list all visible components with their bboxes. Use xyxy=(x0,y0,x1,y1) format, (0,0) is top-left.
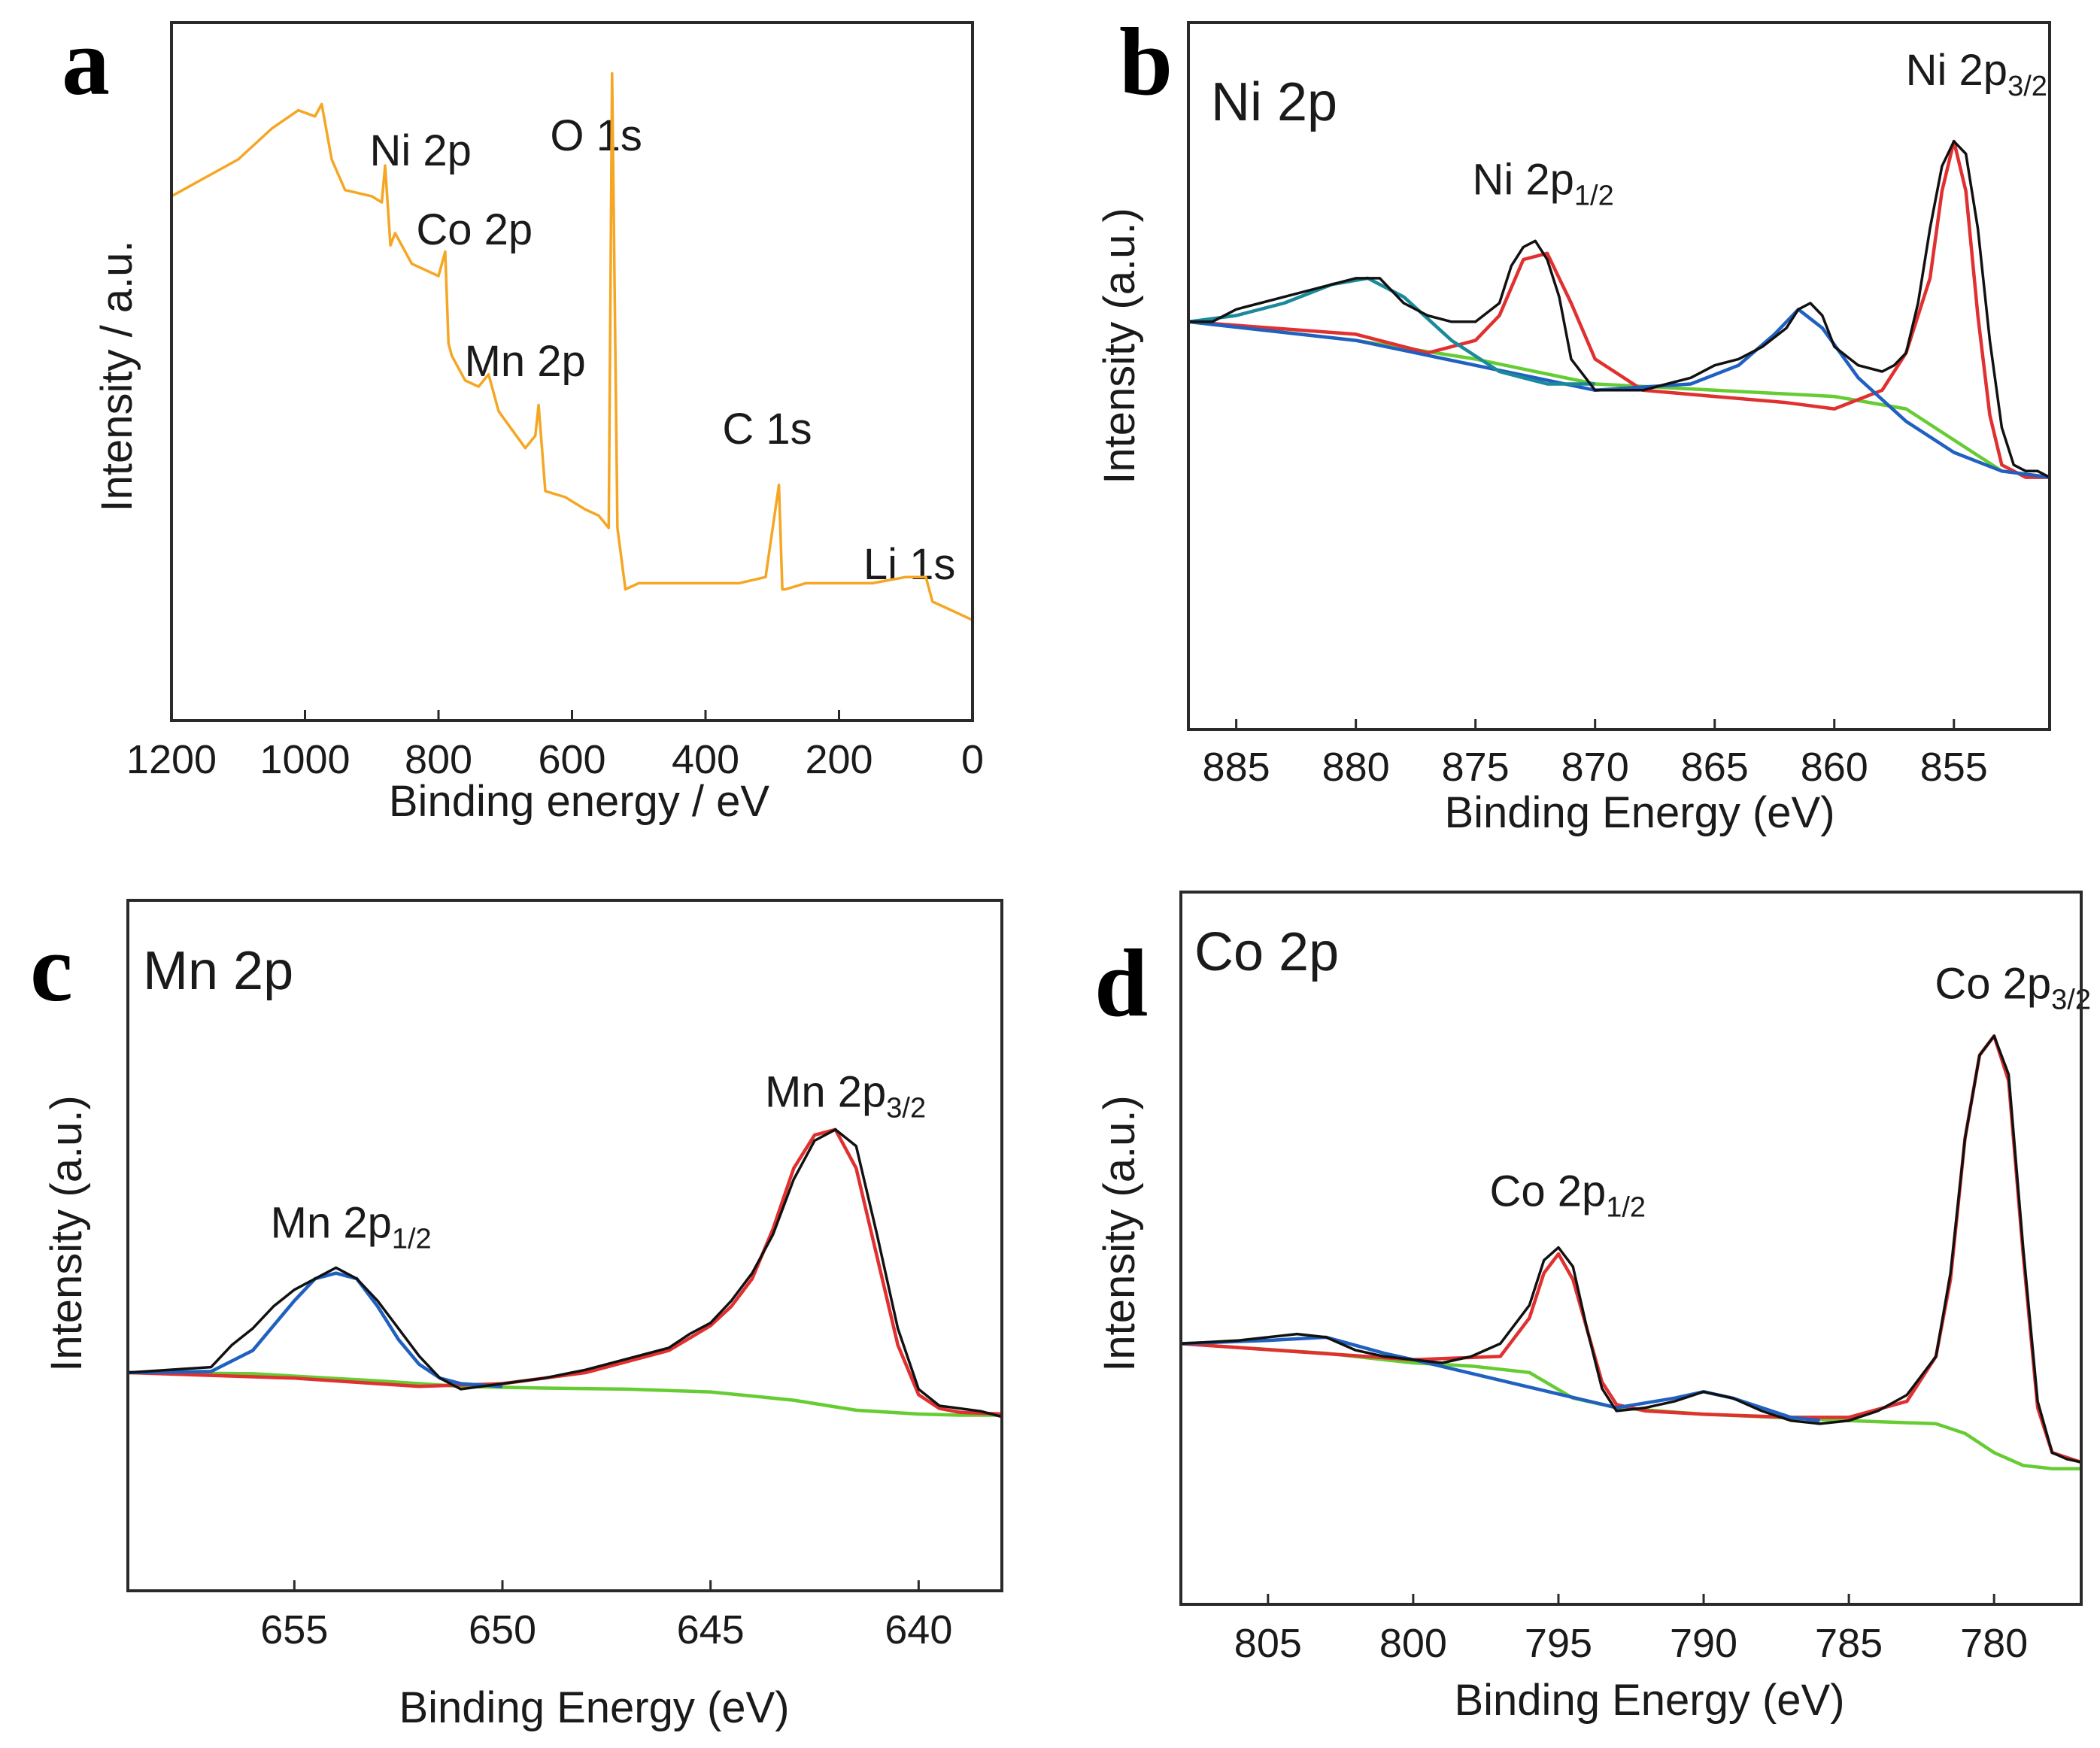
y-axis-label-d: Intensity (a.u.) xyxy=(1095,1095,1144,1371)
x-tick-label: 790 xyxy=(1670,1621,1737,1666)
peak-label: Ni 2p xyxy=(369,126,471,175)
x-tick-label: 645 xyxy=(677,1607,745,1652)
x-tick-label: 785 xyxy=(1815,1621,1883,1666)
x-axis-label-a: Binding energy / eV xyxy=(389,777,770,826)
peak-label: Mn 2p1/2 xyxy=(271,1198,432,1255)
x-tick-label: 885 xyxy=(1203,745,1270,790)
series-d xyxy=(1180,1034,2082,1470)
x-tick-label: 1200 xyxy=(126,737,217,782)
peak-label: Mn 2p3/2 xyxy=(765,1067,926,1124)
x-axis-label-c: Binding Energy (eV) xyxy=(399,1683,789,1732)
x-tick-label: 655 xyxy=(260,1607,328,1652)
series-b xyxy=(1188,139,2050,479)
x-tick-label: 860 xyxy=(1801,745,1868,790)
x-tick-label: 870 xyxy=(1561,745,1629,790)
x-tick-label: 650 xyxy=(469,1607,536,1652)
x-tick-label: 875 xyxy=(1442,745,1510,790)
peak-label: Co 2p3/2 xyxy=(1935,959,2091,1015)
x-tick-label: 800 xyxy=(405,737,472,782)
x-tick-label: 200 xyxy=(805,737,872,782)
inset-title-c: Mn 2p xyxy=(143,941,293,1001)
panel-letter-d: d xyxy=(1094,930,1148,1036)
series-survey xyxy=(171,71,973,621)
panel-b: b Ni 2p Intensity (a.u.) Binding Energy … xyxy=(1095,8,2051,837)
peak-label: C 1s xyxy=(722,405,812,454)
y-axis-label-a: Intensity / a.u. xyxy=(93,240,141,511)
x-tick-label: 880 xyxy=(1322,745,1390,790)
peak-label: Ni 2p1/2 xyxy=(1473,156,1614,212)
peak-label: Co 2p1/2 xyxy=(1489,1167,1646,1224)
x-ticks-d: 805 800 795 790 785 780 xyxy=(1234,1594,2028,1666)
peak-label: Co 2p xyxy=(416,205,533,254)
x-tick-label: 600 xyxy=(538,737,605,782)
x-tick-label: 640 xyxy=(885,1607,952,1652)
panel-a: a Intensity / a.u. Binding energy / eV 1… xyxy=(62,8,984,826)
panel-d: d Co 2p Intensity (a.u.) Binding Energy … xyxy=(1094,891,2091,1725)
series-c xyxy=(127,1127,1003,1419)
peak-label: O 1s xyxy=(550,111,642,160)
series-satellite-fit-879 xyxy=(1188,276,1595,386)
x-tick-label: 780 xyxy=(1960,1621,2028,1666)
annotations-b: Ni 2p3/2 Ni 2p1/2 xyxy=(1473,46,2047,212)
annotations-d: Co 2p3/2 Co 2p1/2 xyxy=(1489,959,2091,1223)
x-ticks-b: 885 880 875 870 865 860 855 xyxy=(1203,719,1988,790)
x-tick-label: 400 xyxy=(672,737,739,782)
peak-label: Ni 2p3/2 xyxy=(1906,46,2047,102)
series-a xyxy=(171,71,973,621)
x-tick-label: 800 xyxy=(1379,1621,1447,1666)
panel-letter-b: b xyxy=(1119,8,1173,115)
plot-frame-b xyxy=(1187,21,2051,731)
x-axis-label-b: Binding Energy (eV) xyxy=(1444,788,1834,837)
panel-c: c Mn 2p Intensity (a.u.) Binding Energy … xyxy=(30,899,1003,1732)
panel-letter-c: c xyxy=(30,915,73,1021)
series-co-2p1-2-satellite-fit xyxy=(1180,1335,1820,1422)
plot-frame-a xyxy=(170,21,974,722)
y-axis-label-c: Intensity (a.u.) xyxy=(42,1095,91,1371)
series-raw xyxy=(1188,140,2050,479)
inset-title-b: Ni 2p xyxy=(1211,72,1337,132)
x-axis-label-d: Binding Energy (eV) xyxy=(1454,1676,1844,1725)
series-raw xyxy=(1180,1034,2082,1464)
x-tick-label: 1000 xyxy=(259,737,350,782)
x-tick-label: 805 xyxy=(1234,1621,1302,1666)
plot-frame-d xyxy=(1179,891,2083,1606)
x-tick-label: 855 xyxy=(1920,745,1988,790)
x-ticks-c: 655 650 645 640 xyxy=(260,1580,952,1652)
y-axis-label-b: Intensity (a.u.) xyxy=(1095,208,1144,484)
panel-letter-a: a xyxy=(62,8,110,115)
x-tick-label: 865 xyxy=(1681,745,1749,790)
annotations-c: Mn 2p3/2 Mn 2p1/2 xyxy=(271,1067,926,1255)
series-background xyxy=(127,1370,1002,1417)
x-ticks-a: 1200 1000 800 600 400 200 0 xyxy=(126,710,984,782)
series-raw xyxy=(127,1128,1003,1419)
plot-frame-c xyxy=(126,899,1003,1592)
x-tick-label: 795 xyxy=(1525,1621,1592,1666)
series-ni-2p3-2-fit xyxy=(1188,139,2050,479)
x-tick-label: 0 xyxy=(961,737,984,782)
inset-title-d: Co 2p xyxy=(1194,922,1339,982)
peak-label: Mn 2p xyxy=(465,337,586,386)
